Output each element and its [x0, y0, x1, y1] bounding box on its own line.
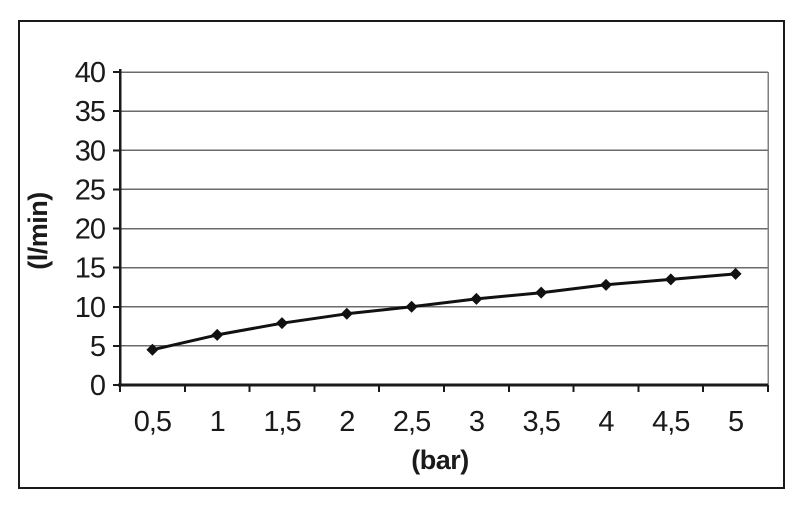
data-point-marker: [600, 278, 612, 291]
y-tick-label: 20: [75, 214, 105, 246]
data-point-marker: [729, 267, 742, 280]
figure-border: [18, 20, 785, 489]
data-line: [152, 272, 736, 352]
x-tick-label: 5: [728, 406, 743, 438]
x-tick-label: 2,5: [393, 406, 430, 438]
y-tick-label: 30: [75, 135, 105, 167]
tick-labels-group: 0 5 10 15 20 25 30 35 40 0,5 1 1,5 2 2,5 3 3,5 4 4,5 5: [75, 57, 744, 438]
y-tick-label: 40: [75, 57, 105, 89]
data-point-marker: [340, 307, 353, 320]
y-tick-label: 10: [75, 292, 105, 324]
data-point-marker: [405, 300, 418, 313]
x-tick-label: 4,5: [652, 406, 689, 438]
y-tick-label: 15: [75, 253, 105, 285]
data-point-marker: [146, 343, 159, 356]
y-tick-label: 35: [75, 96, 105, 128]
x-tick-label: 4: [598, 406, 614, 438]
x-tick-label: 1: [210, 406, 225, 438]
x-axis-title: (bar): [411, 445, 469, 475]
axes-group: [113, 69, 769, 392]
y-tick-label: 0: [90, 370, 105, 402]
x-tick-label: 3,5: [523, 406, 560, 438]
x-tick-label: 1,5: [263, 406, 300, 438]
x-tick-label: 3: [469, 406, 484, 438]
x-tick-label: 2: [339, 406, 354, 438]
y-tick-label: 5: [90, 331, 105, 363]
data-point-marker: [276, 317, 288, 330]
data-point-marker: [535, 286, 548, 299]
x-tick-label: 0,5: [134, 406, 171, 438]
data-point-marker: [211, 328, 224, 341]
data-point-marker: [470, 292, 483, 305]
y-tick-label: 25: [75, 174, 105, 206]
gridlines-group: [120, 71, 769, 385]
y-axis-title: (l/min): [23, 192, 53, 270]
data-series-group: [146, 267, 742, 356]
data-point-marker: [664, 273, 677, 286]
